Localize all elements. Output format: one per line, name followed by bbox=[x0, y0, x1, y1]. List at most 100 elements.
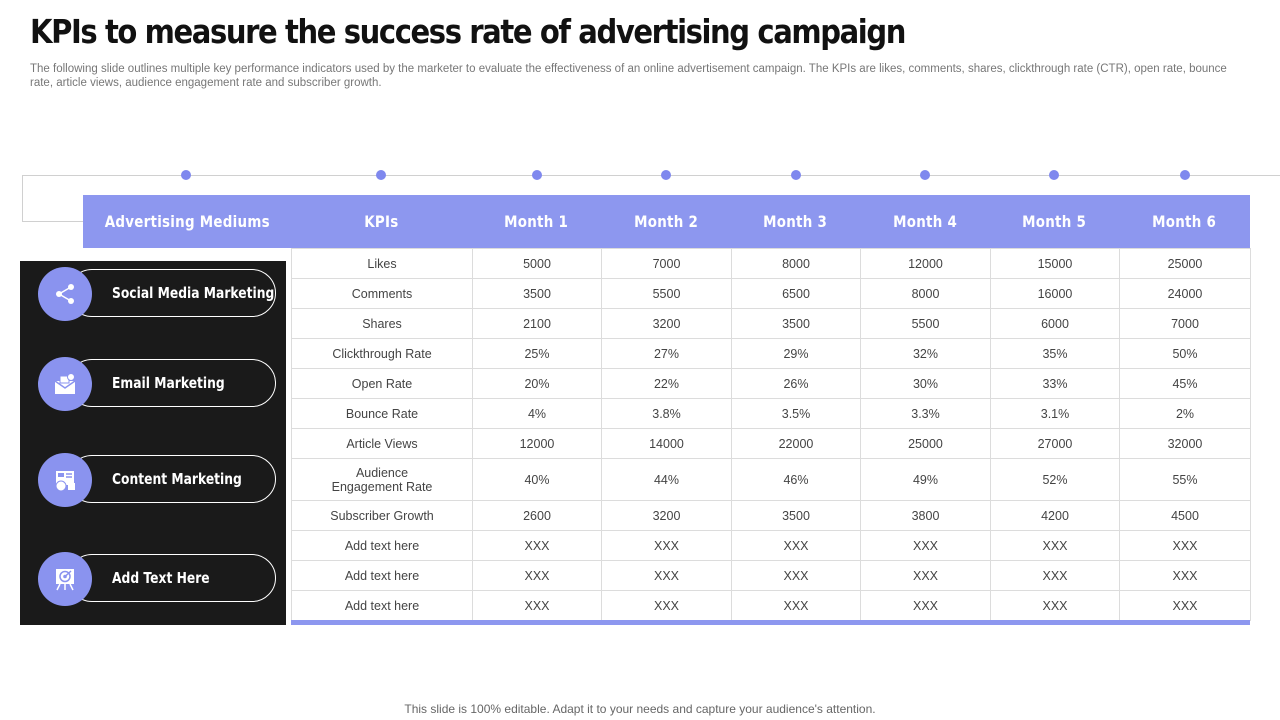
column-dot bbox=[532, 170, 542, 180]
value-cell: 3500 bbox=[731, 308, 861, 339]
table-row: Add text here XXX XXX XXX XXX XXX XXX bbox=[291, 530, 1251, 561]
value-cell: XXX bbox=[731, 590, 861, 621]
table-header bbox=[83, 195, 1250, 248]
header-kpis: KPIs bbox=[364, 212, 399, 231]
column-dot bbox=[376, 170, 386, 180]
header-month: Month 5 bbox=[1022, 212, 1087, 231]
value-cell: 22% bbox=[601, 368, 732, 399]
value-cell: 26% bbox=[731, 368, 861, 399]
value-cell: 3500 bbox=[731, 500, 861, 531]
column-dot bbox=[920, 170, 930, 180]
value-cell: XXX bbox=[731, 560, 861, 591]
content-icon bbox=[38, 453, 92, 507]
medium-label: Add Text Here bbox=[112, 569, 210, 587]
kpi-cell: Add text here bbox=[291, 560, 473, 591]
column-dot bbox=[791, 170, 801, 180]
value-cell: 33% bbox=[990, 368, 1120, 399]
kpi-cell: Add text here bbox=[291, 590, 473, 621]
value-cell: 3200 bbox=[601, 500, 732, 531]
table-row: Audience Engagement Rate 40% 44% 46% 49% 52% 5… bbox=[291, 458, 1251, 501]
value-cell: 12000 bbox=[472, 428, 602, 459]
value-cell: 32% bbox=[860, 338, 991, 369]
kpi-cell: Likes bbox=[291, 248, 473, 279]
kpi-cell: Clickthrough Rate bbox=[291, 338, 473, 369]
kpi-cell: Open Rate bbox=[291, 368, 473, 399]
value-cell: 27000 bbox=[990, 428, 1120, 459]
value-cell: 3.8% bbox=[601, 398, 732, 429]
header-month: Month 6 bbox=[1152, 212, 1217, 231]
page-subtitle: The following slide outlines multiple ke… bbox=[30, 63, 1227, 89]
value-cell: XXX bbox=[731, 530, 861, 561]
value-cell: 32000 bbox=[1119, 428, 1251, 459]
value-cell: XXX bbox=[860, 530, 991, 561]
value-cell: 5000 bbox=[472, 248, 602, 279]
table-row: Add text here XXX XXX XXX XXX XXX XXX bbox=[291, 560, 1251, 591]
value-cell: XXX bbox=[601, 590, 732, 621]
value-cell: 22000 bbox=[731, 428, 861, 459]
value-cell: XXX bbox=[1119, 590, 1251, 621]
medium-add-text: Add Text Here bbox=[38, 552, 276, 606]
kpi-cell: Article Views bbox=[291, 428, 473, 459]
value-cell: 3.3% bbox=[860, 398, 991, 429]
table-bottom-bar bbox=[291, 620, 1250, 625]
column-dot bbox=[181, 170, 191, 180]
header-month: Month 4 bbox=[893, 212, 957, 231]
value-cell: 35% bbox=[990, 338, 1120, 369]
kpi-cell: Comments bbox=[291, 278, 473, 309]
value-cell: 7000 bbox=[1119, 308, 1251, 339]
value-cell: 12000 bbox=[860, 248, 991, 279]
value-cell: 2100 bbox=[472, 308, 602, 339]
value-cell: XXX bbox=[472, 530, 602, 561]
value-cell: XXX bbox=[990, 560, 1120, 591]
value-cell: XXX bbox=[990, 530, 1120, 561]
table-row: Comments 3500 5500 6500 8000 16000 24000 bbox=[291, 278, 1251, 309]
value-cell: 4200 bbox=[990, 500, 1120, 531]
table-row: Add text here XXX XXX XXX XXX XXX XXX bbox=[291, 590, 1251, 621]
column-dot bbox=[1180, 170, 1190, 180]
value-cell: XXX bbox=[601, 560, 732, 591]
table-row: Subscriber Growth 2600 3200 3500 3800 4200 450… bbox=[291, 500, 1251, 531]
page-title: KPIs to measure the success rate of adve… bbox=[30, 12, 906, 51]
footer-note: This slide is 100% editable. Adapt it to… bbox=[404, 702, 876, 716]
value-cell: 4% bbox=[472, 398, 602, 429]
column-dot bbox=[1049, 170, 1059, 180]
kpi-cell: Add text here bbox=[291, 530, 473, 561]
table-row: Open Rate 20% 22% 26% 30% 33% 45% bbox=[291, 368, 1251, 399]
header-month: Month 3 bbox=[763, 212, 828, 231]
value-cell: XXX bbox=[472, 560, 602, 591]
value-cell: 24000 bbox=[1119, 278, 1251, 309]
header-mediums: Advertising Mediums bbox=[104, 212, 270, 231]
value-cell: XXX bbox=[860, 590, 991, 621]
table-row: Article Views 12000 14000 22000 25000 27000 32… bbox=[291, 428, 1251, 459]
value-cell: 49% bbox=[860, 458, 991, 501]
value-cell: 3500 bbox=[472, 278, 602, 309]
value-cell: 55% bbox=[1119, 458, 1251, 501]
value-cell: 27% bbox=[601, 338, 732, 369]
kpi-cell: Bounce Rate bbox=[291, 398, 473, 429]
kpi-cell: Shares bbox=[291, 308, 473, 339]
medium-label: Email Marketing bbox=[112, 374, 225, 392]
value-cell: 5500 bbox=[601, 278, 732, 309]
value-cell: XXX bbox=[1119, 530, 1251, 561]
value-cell: 7000 bbox=[601, 248, 732, 279]
kpi-table: Likes 5000 7000 8000 12000 15000 25000 Comments… bbox=[291, 248, 1251, 621]
value-cell: 40% bbox=[472, 458, 602, 501]
value-cell: 3800 bbox=[860, 500, 991, 531]
value-cell: 6000 bbox=[990, 308, 1120, 339]
value-cell: 3200 bbox=[601, 308, 732, 339]
medium-social-media: Social Media Marketing bbox=[38, 267, 276, 321]
value-cell: 5500 bbox=[860, 308, 991, 339]
kpi-cell: Subscriber Growth bbox=[291, 500, 473, 531]
value-cell: 30% bbox=[860, 368, 991, 399]
column-dot bbox=[661, 170, 671, 180]
value-cell: 6500 bbox=[731, 278, 861, 309]
value-cell: 46% bbox=[731, 458, 861, 501]
value-cell: 8000 bbox=[731, 248, 861, 279]
value-cell: 8000 bbox=[860, 278, 991, 309]
value-cell: XXX bbox=[601, 530, 732, 561]
value-cell: 15000 bbox=[990, 248, 1120, 279]
header-month: Month 2 bbox=[634, 212, 698, 231]
value-cell: 25000 bbox=[1119, 248, 1251, 279]
share-icon bbox=[38, 267, 92, 321]
frame-bracket bbox=[22, 175, 84, 222]
